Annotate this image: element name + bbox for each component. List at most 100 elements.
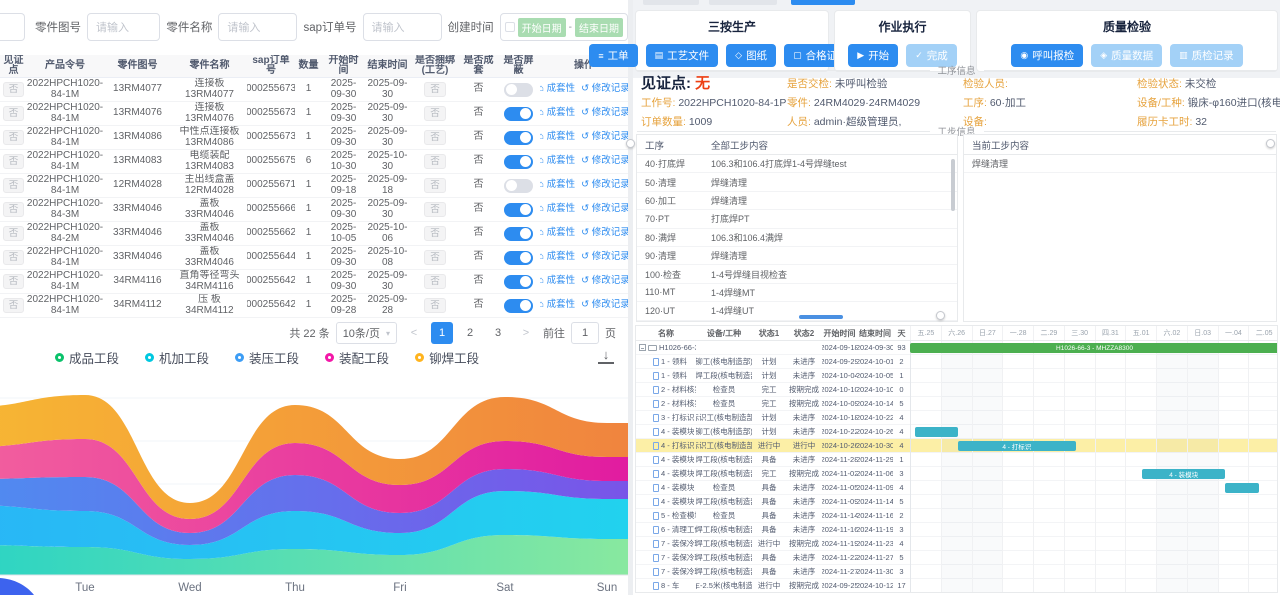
step-row[interactable]: 90·清理 焊缝清理 xyxy=(637,247,957,266)
gantt-row[interactable]: 1 - 领料铆焊工段(核电制造部) 计划 未进序 2024-10-042024-10-… xyxy=(636,369,1277,383)
table-row[interactable]: 否 2022HPCH1020-84-1M 13RM4086 中性点连接板 13RM40… xyxy=(0,126,628,150)
suite-link[interactable]: ⌂ 成套性 xyxy=(540,155,576,167)
gantt-row[interactable]: 4 - 装模块铆焊工段(核电制造部) 具备 未进序 2024-11-282024-11… xyxy=(636,453,1277,467)
mask-toggle[interactable] xyxy=(504,250,533,265)
gantt-row[interactable]: H1026-66-3 - MHZZA8300 2024-09-182024-09-… xyxy=(636,341,1277,355)
mask-toggle[interactable] xyxy=(504,298,533,313)
完成-button[interactable]: ✓ 完成 xyxy=(906,44,957,67)
edit-history-link[interactable]: ↺ 修改记录 xyxy=(581,275,628,287)
truncated-filter-input[interactable] xyxy=(0,13,26,41)
collapse-icon[interactable] xyxy=(639,344,646,351)
filter-input[interactable]: 请输入 xyxy=(218,13,298,41)
edit-history-link[interactable]: ↺ 修改记录 xyxy=(581,227,628,239)
suite-link[interactable]: ⌂ 成套性 xyxy=(540,179,576,191)
page-size-select[interactable]: 10条/页 ▾ xyxy=(335,322,397,344)
splitter-handle[interactable] xyxy=(626,139,635,148)
step-row[interactable]: 60·加工 焊缝清理 xyxy=(637,192,957,211)
step-row[interactable]: 120·UT 1-4焊缝UT xyxy=(637,302,957,321)
mask-toggle[interactable] xyxy=(504,82,533,97)
date-range-input[interactable]: 开始日期 - 结束日期 xyxy=(499,13,628,41)
mask-toggle[interactable] xyxy=(504,274,533,289)
tab-stub[interactable] xyxy=(643,0,699,5)
horizontal-scrollbar[interactable] xyxy=(799,315,843,319)
splitter-handle[interactable] xyxy=(936,311,945,320)
mask-toggle[interactable] xyxy=(504,106,533,121)
step-row[interactable]: 50·清理 焊缝清理 xyxy=(637,173,957,192)
checkbox-icon[interactable] xyxy=(504,22,515,32)
gantt-row[interactable]: 4 - 装模块 铆工(核电制造部) 计划 未进序 2024-10-22 2024-10-2… xyxy=(636,425,1277,439)
gantt-row[interactable]: 8 - 车 立车-2.5米(核电制造部) 进行中按期完成2024-09-252024… xyxy=(636,579,1277,592)
table-row[interactable]: 否 2022HPCH1020-84-1M 13RM4083 电缆装配 13RM4083… xyxy=(0,150,628,174)
edit-history-link[interactable]: ↺ 修改记录 xyxy=(581,299,628,311)
filter-input[interactable]: 请输入 xyxy=(362,13,442,41)
edit-history-link[interactable]: ↺ 修改记录 xyxy=(581,203,628,215)
mask-toggle[interactable] xyxy=(504,178,533,193)
legend-item[interactable]: 机加工段 xyxy=(145,348,209,367)
mask-toggle[interactable] xyxy=(504,154,533,169)
mask-toggle[interactable] xyxy=(504,130,533,145)
工单-button[interactable]: ≡ 工单 xyxy=(589,44,638,67)
gantt-row[interactable]: 4 - 装模块 检查员 具备 未进序 2024-11-05 2024-11-09 4 xyxy=(636,481,1277,495)
vertical-scrollbar[interactable] xyxy=(951,159,955,211)
gantt-row[interactable]: 1 - 领料 铆工(核电制造部) 计划 未进序 2024-09-29 2024-10-01… xyxy=(636,355,1277,369)
suite-link[interactable]: ⌂ 成套性 xyxy=(540,203,576,215)
splitter-handle[interactable] xyxy=(1266,139,1275,148)
图纸-button[interactable]: ◇ 图纸 xyxy=(726,44,777,67)
filter-input[interactable]: 请输入 xyxy=(87,13,161,41)
edit-history-link[interactable]: ↺ 修改记录 xyxy=(581,107,628,119)
edit-history-link[interactable]: ↺ 修改记录 xyxy=(581,155,628,167)
table-row[interactable]: 否 2022HPCH1020-84-1M 12RM4028 主出线盒盖 12RM402… xyxy=(0,174,628,198)
suite-link[interactable]: ⌂ 成套性 xyxy=(540,251,576,263)
edit-history-link[interactable]: ↺ 修改记录 xyxy=(581,251,628,263)
legend-item[interactable]: 成品工段 xyxy=(55,348,119,367)
mask-toggle[interactable] xyxy=(504,226,533,241)
工艺文件-button[interactable]: ▤ 工艺文件 xyxy=(645,44,719,67)
gantt-row[interactable]: 7 - 装保冷环铆焊工段(核电制造部) 具备 未进序 2024-11-222024-1… xyxy=(636,551,1277,565)
gantt-row[interactable]: 4 - 装模块铆焊工段(核电制造部) 完工 按期完成2024-11-022024-1… xyxy=(636,467,1277,481)
suite-link[interactable]: ⌂ 成套性 xyxy=(540,107,576,119)
tab-stub[interactable] xyxy=(709,0,777,5)
prev-page-button[interactable]: < xyxy=(403,322,425,344)
edit-history-link[interactable]: ↺ 修改记录 xyxy=(581,179,628,191)
suite-link[interactable]: ⌂ 成套性 xyxy=(540,275,576,287)
gantt-row[interactable]: 7 - 装保冷环铆焊工段(核电制造部) 进行中按期完成2024-11-192024… xyxy=(636,537,1277,551)
gantt-row[interactable]: 4 - 打标识标识工(核电制造部) 进行中 进行中 2024-10-262024-10… xyxy=(636,439,1277,453)
suite-link[interactable]: ⌂ 成套性 xyxy=(540,131,576,143)
suite-link[interactable]: ⌂ 成套性 xyxy=(540,227,576,239)
step-row[interactable]: 110·MT 1-4焊缝MT xyxy=(637,284,957,303)
gantt-row[interactable]: 4 - 装模块铆焊工段(核电制造部) 具备 未进序 2024-11-092024-11… xyxy=(636,495,1277,509)
呼叫报检-button[interactable]: ◉ 呼叫报检 xyxy=(1011,44,1084,67)
page-button[interactable]: 3 xyxy=(487,322,509,344)
gantt-row[interactable]: 6 - 清理工件铆焊工段(核电制造部) 具备 未进序 2024-11-162024-1… xyxy=(636,523,1277,537)
edit-history-link[interactable]: ↺ 修改记录 xyxy=(581,83,628,95)
download-icon[interactable]: ↓ xyxy=(598,348,614,364)
suite-link[interactable]: ⌂ 成套性 xyxy=(540,299,576,311)
开始-button[interactable]: ▶ 开始 xyxy=(848,44,899,67)
step-row[interactable]: 80·满焊 106.3和106.4满焊 xyxy=(637,229,957,247)
edit-history-link[interactable]: ↺ 修改记录 xyxy=(581,131,628,143)
step-row[interactable]: 100·检查 1-4号焊缝目视检查 xyxy=(637,265,957,284)
active-tab-indicator[interactable] xyxy=(791,0,855,5)
质量数据-button[interactable]: ◈ 质量数据 xyxy=(1091,44,1163,67)
step-row[interactable]: 40·打底焊 106.3和106.4打底焊1-4号焊缝test xyxy=(637,155,957,174)
legend-item[interactable]: 装压工段 xyxy=(235,348,299,367)
goto-page-input[interactable]: 1 xyxy=(571,322,599,344)
legend-item[interactable]: 铆焊工段 xyxy=(415,348,479,367)
page-button[interactable]: 2 xyxy=(459,322,481,344)
legend-item[interactable]: 装配工段 xyxy=(325,348,389,367)
gantt-row[interactable]: 3 - 打标识标识工(核电制造部) 计划 未进序 2024-10-182024-10-… xyxy=(636,411,1277,425)
gantt-row[interactable]: 7 - 装保冷环铆焊工段(核电制造部) 具备 未进序 2024-11-272024-1… xyxy=(636,565,1277,579)
step-row[interactable]: 70·PT 打底焊PT xyxy=(637,210,957,229)
suite-link[interactable]: ⌂ 成套性 xyxy=(540,83,576,95)
质检记录-button[interactable]: ▥ 质检记录 xyxy=(1170,44,1243,67)
mask-toggle[interactable] xyxy=(504,202,533,217)
next-page-button[interactable]: > xyxy=(515,322,537,344)
